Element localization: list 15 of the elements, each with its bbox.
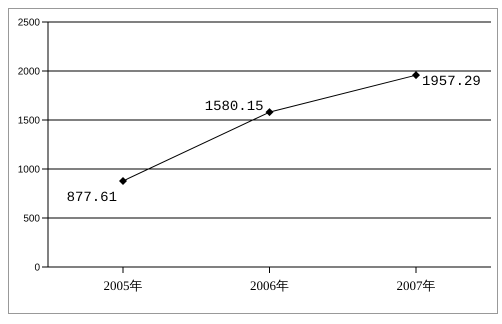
y-tick-label: 2000 — [18, 66, 40, 78]
point — [412, 71, 420, 80]
x-tick-label: 2006年 — [250, 278, 289, 294]
y-tick-label: 1000 — [18, 164, 40, 176]
data-label: 877.61 — [66, 190, 117, 206]
y-tick-label: 2500 — [18, 18, 40, 29]
point — [119, 176, 127, 185]
x-tick-label: 2005年 — [104, 278, 142, 294]
data-label: 1580.15 — [204, 99, 264, 116]
y-tick-label: 500 — [23, 214, 40, 225]
point — [266, 108, 274, 116]
y-tick-label: 0 — [34, 262, 40, 274]
x-tick-label: 2007年 — [396, 278, 436, 294]
y-tick-label: 1500 — [18, 116, 40, 127]
data-label: 1957.29 — [422, 74, 481, 90]
